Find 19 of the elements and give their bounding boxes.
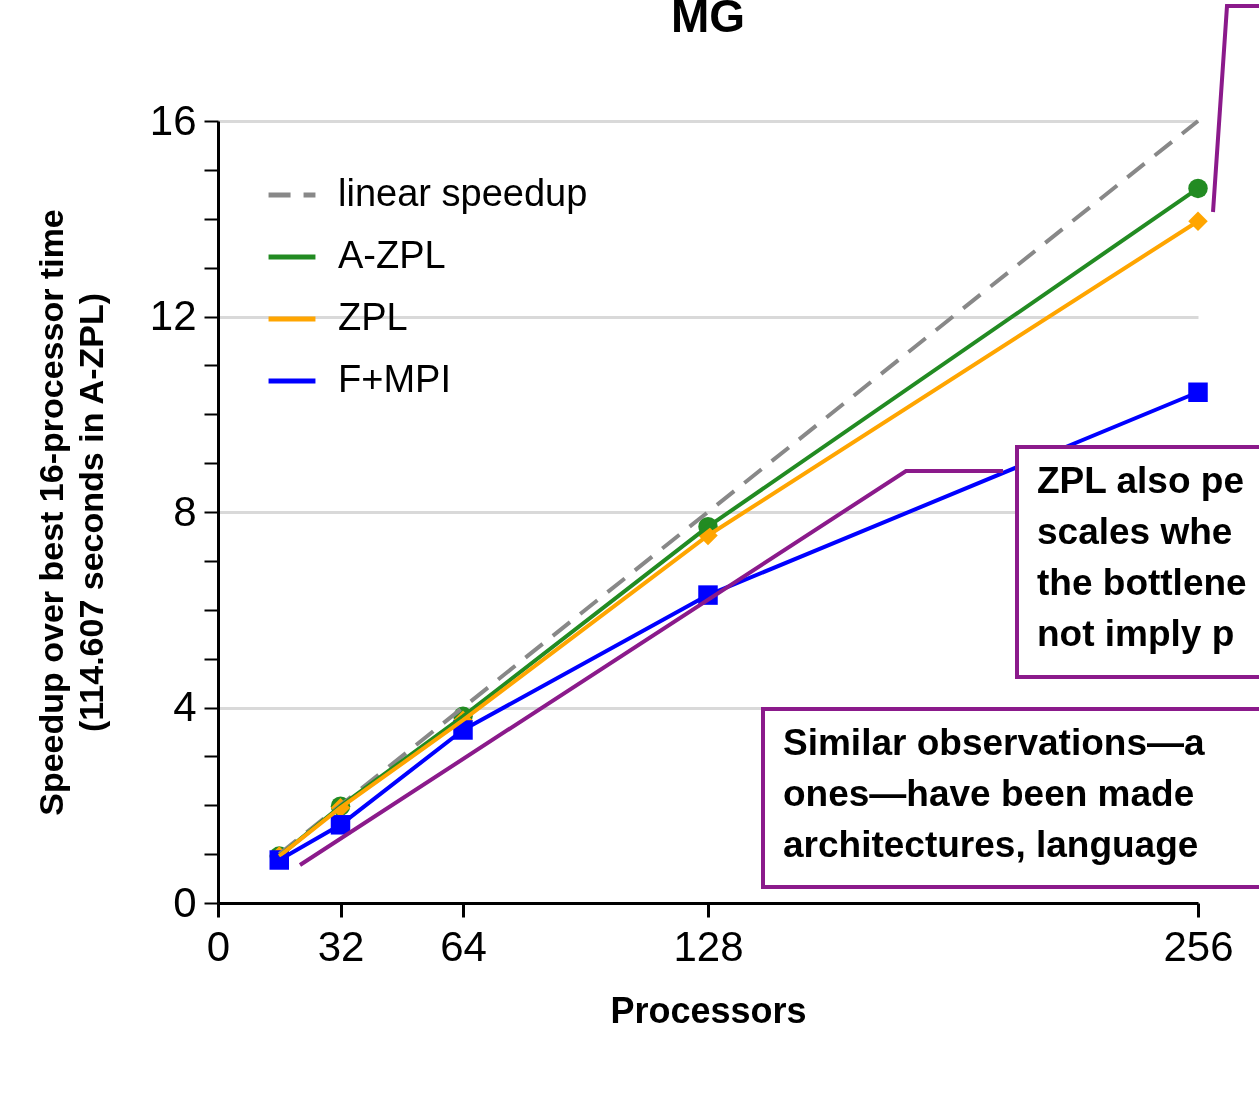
chart-title: MG xyxy=(670,0,746,42)
x-tick-label: 128 xyxy=(673,922,744,970)
y-axis-title: Speedup over best 16-processor time (114.607 seconds in A-ZPL) xyxy=(31,209,110,816)
y-tick-label: 8 xyxy=(173,487,197,535)
x-tick-label: 64 xyxy=(440,922,487,970)
y-tick-label: 12 xyxy=(149,292,197,339)
legend-label: A-ZPL xyxy=(338,234,446,276)
legend-label: ZPL xyxy=(338,296,408,338)
y-tick-label: 4 xyxy=(173,683,197,730)
annotation: ZPL also pe scales whe the bottlene not imply p xyxy=(1015,445,1259,679)
y-tick-label: 16 xyxy=(149,96,197,144)
y-tick-label: 0 xyxy=(173,878,197,926)
x-axis-title: Processors xyxy=(610,989,807,1031)
x-tick-label: 32 xyxy=(317,922,365,970)
legend-label: F+MPI xyxy=(338,358,451,400)
x-tick-label: 0 xyxy=(206,922,231,970)
legend-label: linear speedup xyxy=(338,172,588,214)
x-tick-label: 256 xyxy=(1163,922,1234,970)
annotation: Similar observations—a ones—have been made architectures, language xyxy=(761,707,1259,889)
